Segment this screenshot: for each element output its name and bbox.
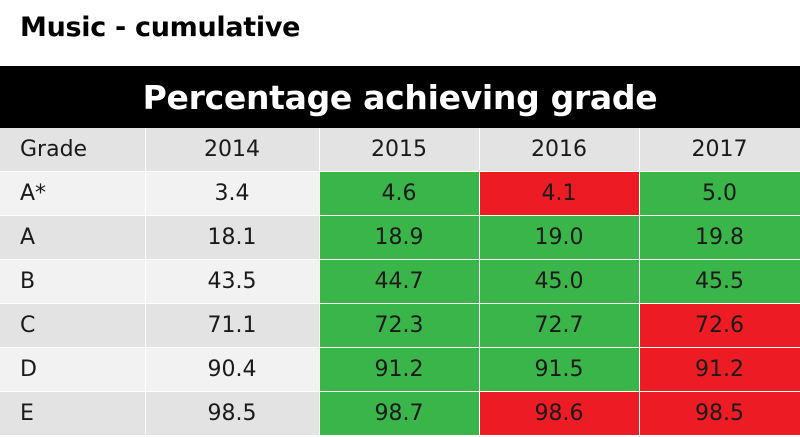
- grade-cell: B: [0, 259, 146, 305]
- value-cell: 98.5: [145, 391, 320, 436]
- column-header: 2015: [319, 128, 480, 173]
- value-cell: 90.4: [145, 347, 320, 392]
- value-cell: 43.5: [145, 259, 320, 305]
- value-cell: 71.1: [145, 303, 320, 348]
- value-cell: 98.5: [639, 391, 800, 436]
- value-cell: 91.2: [319, 347, 480, 392]
- column-header: 2017: [639, 128, 800, 173]
- table-banner: Percentage achieving grade: [0, 66, 800, 128]
- value-cell: 5.0: [639, 171, 800, 217]
- value-cell: 72.7: [479, 303, 640, 348]
- table-row: E 98.5 98.7 98.6 98.5: [0, 391, 800, 436]
- value-cell: 18.9: [319, 215, 480, 261]
- value-cell: 91.2: [639, 347, 800, 392]
- page-title: Music - cumulative: [20, 12, 301, 43]
- table-body: A* 3.4 4.6 4.1 5.0 A 18.1 18.9 19.0 19.8 B 43.5 44.7…: [0, 171, 800, 436]
- grade-cell: A: [0, 215, 146, 261]
- value-cell: 18.1: [145, 215, 320, 261]
- table-row: D 90.4 91.2 91.5 91.2: [0, 347, 800, 392]
- grade-table: Grade 2014 2015 2016 2017 A* 3.4 4.6 4.1 5.0…: [0, 128, 800, 436]
- column-header: 2016: [479, 128, 640, 173]
- value-cell: 45.0: [479, 259, 640, 305]
- grade-cell: A*: [0, 171, 146, 217]
- grade-cell: D: [0, 347, 146, 392]
- value-cell: 72.3: [319, 303, 480, 348]
- table-row: A* 3.4 4.6 4.1 5.0: [0, 171, 800, 217]
- value-cell: 91.5: [479, 347, 640, 392]
- value-cell: 4.1: [479, 171, 640, 217]
- table-row: B 43.5 44.7 45.0 45.5: [0, 259, 800, 305]
- column-header: Grade: [0, 128, 146, 173]
- value-cell: 98.6: [479, 391, 640, 436]
- table-row: A 18.1 18.9 19.0 19.8: [0, 215, 800, 261]
- value-cell: 19.0: [479, 215, 640, 261]
- value-cell: 3.4: [145, 171, 320, 217]
- value-cell: 72.6: [639, 303, 800, 348]
- table-row: C 71.1 72.3 72.7 72.6: [0, 303, 800, 348]
- value-cell: 45.5: [639, 259, 800, 305]
- grade-cell: E: [0, 391, 146, 436]
- value-cell: 19.8: [639, 215, 800, 261]
- value-cell: 44.7: [319, 259, 480, 305]
- table-header-row: Grade 2014 2015 2016 2017: [0, 128, 800, 173]
- value-cell: 4.6: [319, 171, 480, 217]
- grade-cell: C: [0, 303, 146, 348]
- value-cell: 98.7: [319, 391, 480, 436]
- column-header: 2014: [145, 128, 320, 173]
